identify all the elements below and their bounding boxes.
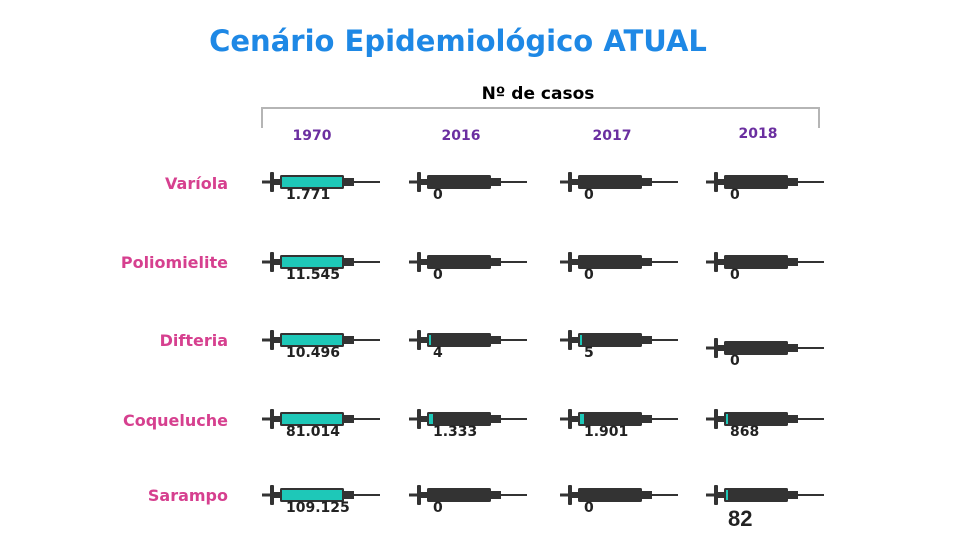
case-count: 0 [730, 353, 740, 369]
syringe-icon [560, 481, 680, 509]
case-count: 0 [584, 187, 594, 203]
syringe-fill [282, 257, 342, 267]
syringe-fill [282, 335, 342, 345]
syringe-fill [429, 335, 431, 345]
case-count: 109.125 [286, 500, 350, 516]
syringe-icon [706, 334, 826, 362]
syringe-fill [726, 490, 728, 500]
syringe-fill [726, 414, 728, 424]
syringe-fill [580, 414, 584, 424]
case-count: 0 [433, 267, 443, 283]
page-title: Cenário Epidemiológico ATUAL [209, 24, 707, 58]
case-count: 4 [433, 345, 443, 361]
syringe-icon [560, 326, 680, 354]
syringe-fill [282, 177, 342, 187]
disease-label: Poliomielite [120, 253, 228, 272]
case-count: 10.496 [286, 345, 341, 361]
syringe-icon [706, 168, 826, 196]
case-count: 1.901 [584, 424, 629, 440]
case-count: 0 [433, 187, 443, 203]
syringe-fill [429, 414, 433, 424]
year-bracket [261, 107, 820, 128]
syringe-icon [262, 168, 382, 196]
syringe-icon [706, 405, 826, 433]
year-label: 2017 [592, 128, 632, 144]
case-count: 868 [730, 424, 760, 440]
syringe-icon [560, 168, 680, 196]
syringe-icon [560, 248, 680, 276]
disease-label: Coqueluche [122, 411, 228, 430]
syringe-icon [560, 405, 680, 433]
case-count: 0 [584, 267, 594, 283]
page-number: 82 [728, 506, 753, 531]
case-count: 81.014 [286, 424, 341, 440]
case-count: 0 [730, 187, 740, 203]
syringe-fill [282, 490, 342, 500]
syringe-icon [262, 248, 382, 276]
case-count: 1.771 [286, 187, 331, 203]
case-count: 1.333 [433, 424, 478, 440]
syringe-icon [262, 326, 382, 354]
syringe-icon [409, 168, 529, 196]
case-count: 5 [584, 345, 594, 361]
disease-label: Sarampo [147, 486, 228, 505]
case-count: 0 [584, 500, 594, 516]
year-label: 2016 [441, 128, 481, 144]
syringe-icon [409, 405, 529, 433]
case-count: 11.545 [286, 267, 341, 283]
disease-label: Difteria [159, 331, 228, 350]
syringe-icon [409, 326, 529, 354]
year-label: 1970 [292, 128, 332, 144]
syringe-icon [706, 481, 826, 509]
syringe-icon [262, 481, 382, 509]
syringe-icon [409, 481, 529, 509]
syringe-fill [580, 335, 582, 345]
disease-label: Varíola [165, 174, 228, 193]
syringe-fill [282, 414, 342, 424]
case-count: 0 [730, 267, 740, 283]
case-count: 0 [433, 500, 443, 516]
syringe-icon [262, 405, 382, 433]
year-label: 2018 [738, 126, 778, 142]
cases-header: Nº de casos [481, 84, 595, 104]
syringe-icon [409, 248, 529, 276]
syringe-icon [706, 248, 826, 276]
